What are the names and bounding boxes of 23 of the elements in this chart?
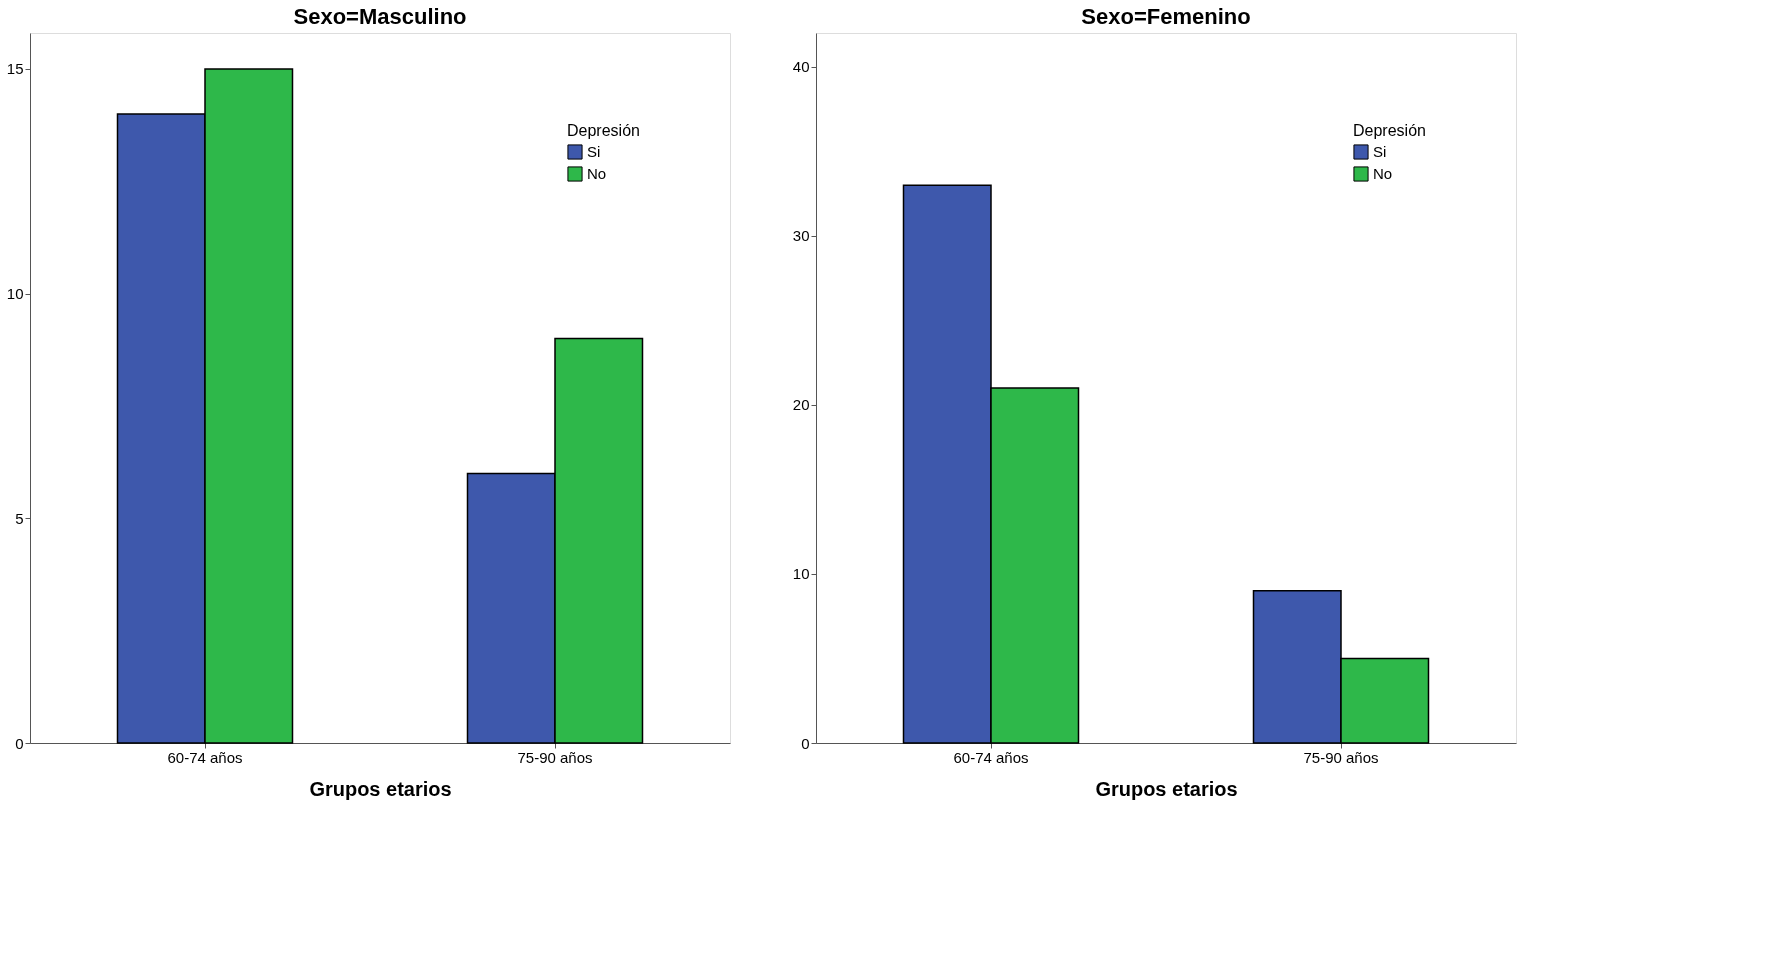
y-tick-label: 10 (792, 565, 810, 583)
chart-title: Sexo=Masculino (293, 4, 467, 29)
x-tick-label: 60-74 años (953, 748, 1029, 766)
legend-label: Si (587, 143, 601, 160)
legend-label: No (1373, 165, 1393, 182)
x-tick-label: 75-90 años (1303, 748, 1379, 766)
y-tick-label: 40 (792, 58, 810, 76)
legend-title: Depresión (1353, 122, 1426, 139)
y-tick-label: 15 (6, 60, 24, 78)
y-tick-label: 0 (801, 734, 810, 752)
x-tick-label: 75-90 años (517, 748, 593, 766)
y-tick-label: 30 (792, 227, 810, 245)
x-axis-title: Grupos etarios (1095, 777, 1238, 800)
chart-title: Sexo=Femenino (1081, 4, 1251, 29)
legend-title: Depresión (567, 122, 640, 139)
legend-label: Si (1373, 143, 1387, 160)
y-tick-label: 5 (15, 509, 24, 527)
x-axis-title: Grupos etarios (309, 777, 452, 800)
x-tick-label: 60-74 años (167, 748, 243, 766)
y-tick-label: 10 (6, 285, 24, 303)
legend-label: No (587, 165, 607, 182)
y-tick-label: 0 (15, 734, 24, 752)
y-tick-label: 20 (792, 396, 810, 414)
